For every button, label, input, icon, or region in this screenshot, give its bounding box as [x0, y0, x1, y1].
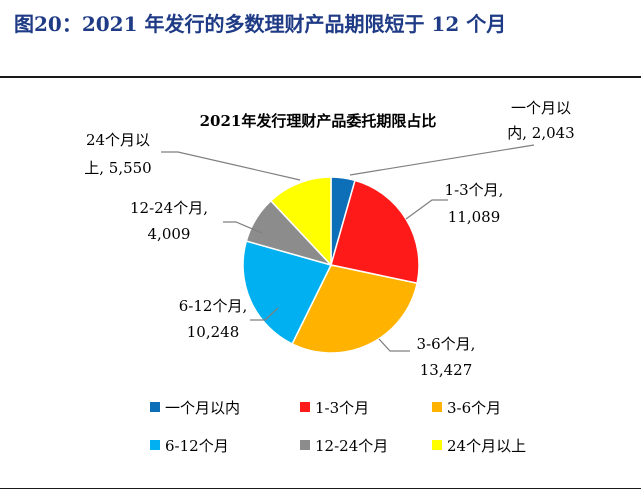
legend-swatch-4	[300, 440, 310, 450]
legend-swatch-1	[300, 402, 310, 412]
legend-swatch-0	[150, 402, 160, 412]
legend-label-2: 3-6个月	[447, 399, 501, 417]
slice-label-0-line-1: 内, 2,043	[507, 124, 574, 142]
leader-line-1	[405, 199, 448, 220]
leader-lines	[161, 144, 535, 352]
leader-line-5	[161, 151, 301, 181]
chart-title: 2021年发行理财产品委托期限占比	[200, 112, 437, 130]
slice-label-2-line-1: 13,427	[420, 361, 473, 379]
slice-2	[291, 264, 418, 354]
leader-line-0	[349, 144, 535, 176]
leader-line-4	[223, 221, 263, 234]
slice-label-3-line-0: 6-12个月,	[179, 297, 247, 315]
pie-slices	[242, 176, 420, 354]
slice-1	[330, 179, 420, 285]
slice-label-0-line-0: 一个月以	[511, 99, 571, 117]
bottom-rule	[0, 488, 641, 489]
slice-labels: 一个月以内, 2,043 1-3个月, 11,089 3-6个月, 13,427 6-12…	[84, 99, 574, 379]
figure-title: 图20：2021 年发行的多数理财产品期限短于 12 个月	[14, 12, 507, 36]
slice-label-5-line-1: 上, 5,550	[84, 159, 151, 177]
slice-label-1-line-1: 11,089	[448, 208, 501, 226]
slice-label-3-line-1: 10,248	[187, 323, 240, 341]
legend-label-3: 6-12个月	[165, 437, 229, 455]
slice-label-4-line-1: 4,009	[148, 225, 191, 243]
legend-label-1: 1-3个月	[315, 399, 369, 417]
slice-label-2-line-0: 3-6个月,	[417, 335, 476, 353]
leader-line-3	[250, 307, 279, 321]
slice-label-4-line-0: 12-24个月,	[130, 199, 208, 217]
legend-label-4: 12-24个月	[315, 437, 388, 455]
legend: 一个月以内 1-3个月 3-6个月 6-12个月 12-24个月 24个月以上	[150, 399, 526, 455]
legend-label-5: 24个月以上	[447, 437, 526, 455]
leader-line-2	[378, 338, 410, 352]
legend-swatch-3	[150, 440, 160, 450]
slice-label-1-line-0: 1-3个月,	[445, 181, 504, 199]
slice-3	[242, 240, 333, 345]
slice-label-5-line-0: 24个月以	[86, 131, 150, 149]
legend-label-0: 一个月以内	[165, 399, 240, 417]
top-rule	[0, 76, 641, 78]
slice-5	[269, 176, 332, 267]
legend-swatch-2	[432, 402, 442, 412]
legend-swatch-5	[432, 440, 442, 450]
